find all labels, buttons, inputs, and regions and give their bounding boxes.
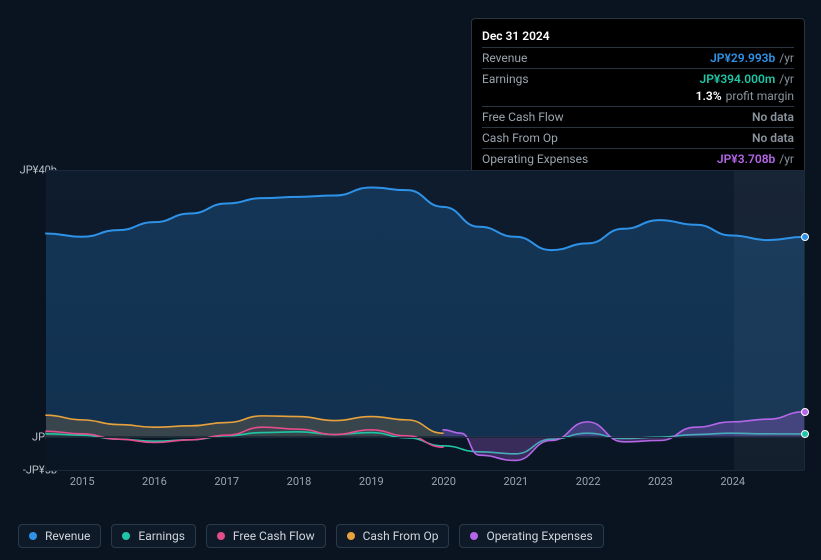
tooltip-row-label: Earnings <box>482 72 529 86</box>
legend-item-earnings[interactable]: Earnings <box>111 524 196 548</box>
tooltip-row: 1.3%profit margin <box>482 89 794 106</box>
legend-label: Revenue <box>45 529 90 543</box>
tooltip-row-label: Revenue <box>482 51 527 65</box>
x-tick-label: 2016 <box>142 475 167 488</box>
x-tick-label: 2015 <box>70 475 95 488</box>
chart-svg <box>46 170 804 470</box>
end-marker <box>801 430 809 438</box>
x-tick-label: 2017 <box>214 475 239 488</box>
end-marker <box>801 408 809 416</box>
legend-label: Earnings <box>138 529 185 543</box>
legend-item-operating-expenses[interactable]: Operating Expenses <box>459 524 603 548</box>
x-tick-label: 2019 <box>359 475 384 488</box>
end-marker <box>801 233 809 241</box>
tooltip-row: Free Cash Flow No data <box>482 106 794 127</box>
chart-tooltip: Dec 31 2024 Revenue JP¥29.993b/yr Earnings… <box>471 18 805 176</box>
tooltip-row: Cash From Op No data <box>482 127 794 148</box>
x-tick-label: 2022 <box>576 475 601 488</box>
tooltip-row-value: JP¥394.000m/yr <box>700 72 794 86</box>
gridline <box>46 470 804 471</box>
x-tick-label: 2021 <box>503 475 528 488</box>
tooltip-row: Earnings JP¥394.000m/yr <box>482 68 794 89</box>
legend-label: Operating Expenses <box>486 529 592 543</box>
legend-dot-icon <box>470 532 478 540</box>
x-tick-label: 2023 <box>648 475 673 488</box>
chart-legend: Revenue Earnings Free Cash Flow Cash From O… <box>18 524 604 548</box>
plot-area[interactable] <box>46 170 805 470</box>
tooltip-row-value: No data <box>752 110 794 124</box>
tooltip-row-value: JP¥29.993b/yr <box>710 51 794 65</box>
legend-item-revenue[interactable]: Revenue <box>18 524 101 548</box>
financials-chart[interactable]: JP¥40bJP¥0-JP¥5b 20152016201720182019202… <box>16 160 805 500</box>
x-tick-label: 2024 <box>720 475 745 488</box>
legend-label: Free Cash Flow <box>233 529 315 543</box>
legend-item-free-cash-flow[interactable]: Free Cash Flow <box>206 524 326 548</box>
gridline <box>46 437 804 438</box>
tooltip-row-value: No data <box>752 131 794 145</box>
legend-item-cash-from-op[interactable]: Cash From Op <box>336 524 450 548</box>
tooltip-row-label: Free Cash Flow <box>482 110 564 124</box>
x-tick-label: 2020 <box>431 475 456 488</box>
tooltip-row-label: Cash From Op <box>482 131 558 145</box>
gridline <box>46 170 804 171</box>
x-tick-label: 2018 <box>287 475 312 488</box>
legend-dot-icon <box>217 532 225 540</box>
legend-dot-icon <box>122 532 130 540</box>
legend-dot-icon <box>347 532 355 540</box>
legend-label: Cash From Op <box>363 529 439 543</box>
tooltip-date: Dec 31 2024 <box>482 25 794 47</box>
legend-dot-icon <box>29 532 37 540</box>
tooltip-row: Revenue JP¥29.993b/yr <box>482 47 794 68</box>
tooltip-row-value: 1.3%profit margin <box>696 89 794 103</box>
